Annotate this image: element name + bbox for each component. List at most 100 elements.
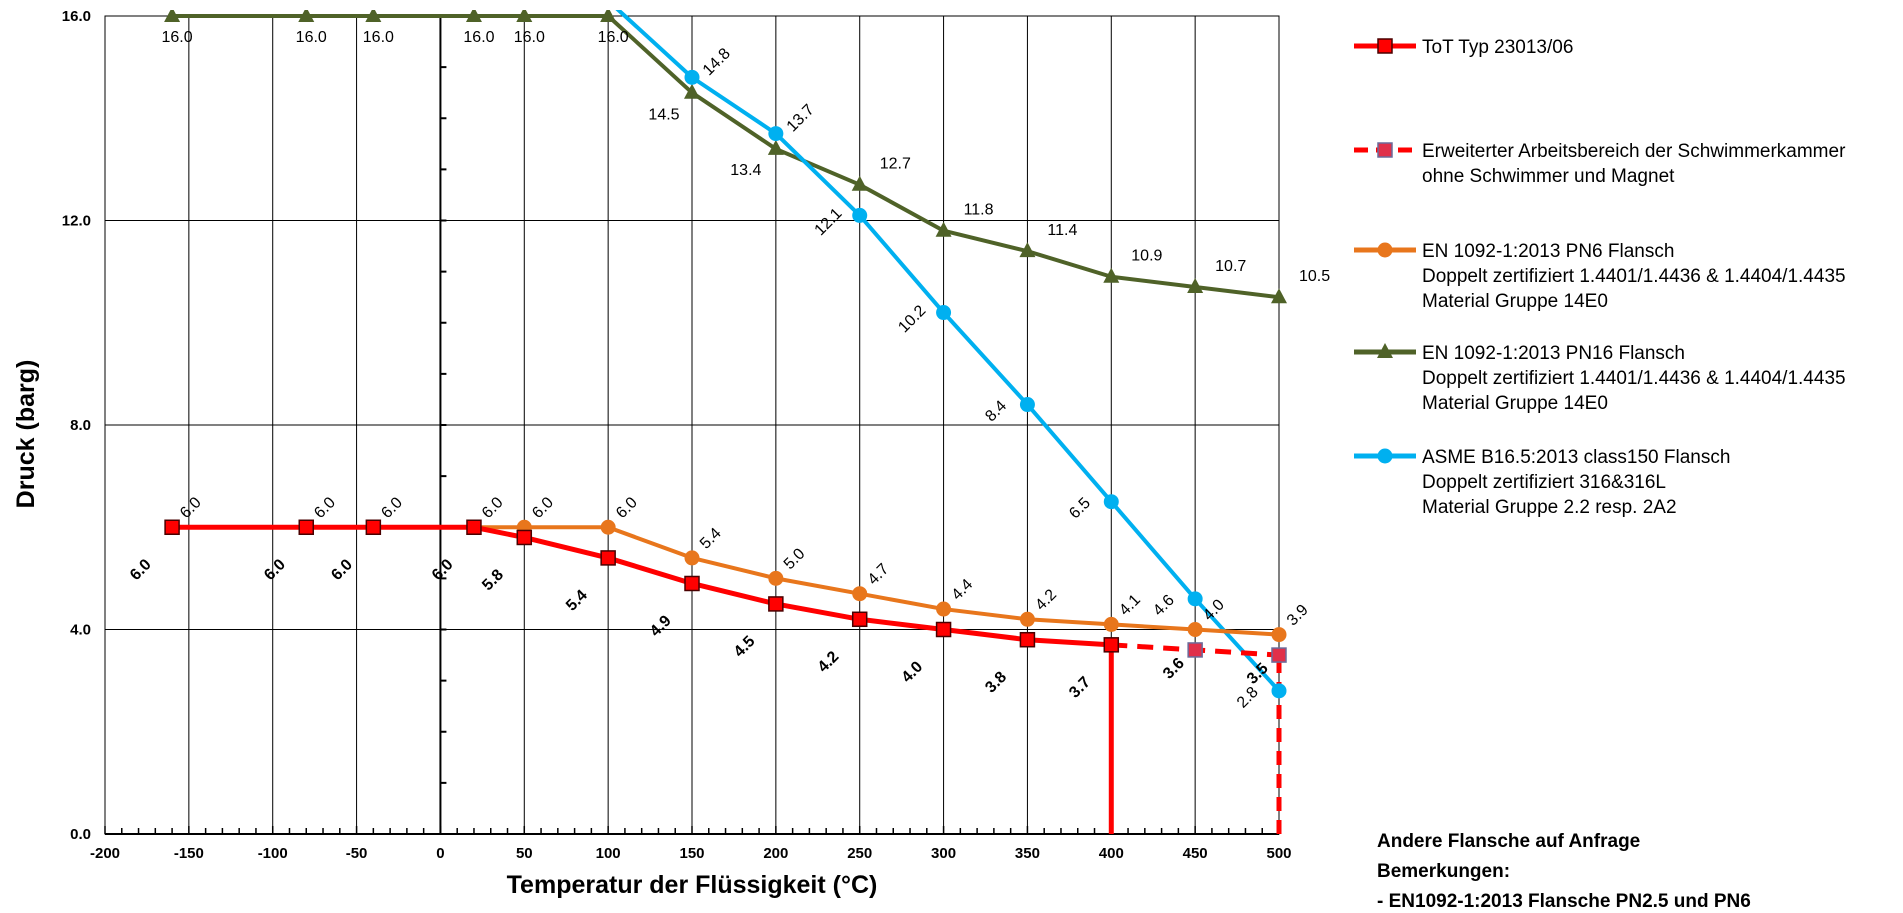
data-marker <box>600 10 617 22</box>
series-0 <box>164 519 1120 653</box>
data-marker <box>1019 397 1035 413</box>
data-marker <box>1187 622 1203 637</box>
data-label: 2.8 <box>1234 684 1262 712</box>
data-marker <box>1377 343 1393 358</box>
data-label: 3.5 <box>1244 660 1272 688</box>
data-label: 10.5 <box>1299 268 1330 285</box>
data-label: 3.9 <box>1284 601 1312 629</box>
data-marker <box>466 519 482 535</box>
legend-label: Material Gruppe 14E0 <box>1422 291 1608 312</box>
data-marker <box>1271 647 1287 663</box>
data-label: 6.0 <box>127 556 155 584</box>
data-marker <box>1019 242 1036 258</box>
legend-label: ASME B16.5:2013 class150 Flansch <box>1422 447 1730 468</box>
data-marker <box>1377 448 1393 464</box>
data-marker <box>768 596 784 612</box>
data-marker <box>852 586 868 602</box>
legend-label: Doppelt zertifiziert 1.4401/1.4436 & 1.4… <box>1422 368 1846 389</box>
data-marker <box>516 529 533 546</box>
data-label: 5.4 <box>697 525 725 553</box>
data-label: 4.0 <box>899 658 927 686</box>
data-labels-group: 6.0 6.0 6.0 6.0 5.8 5.4 4.9 4.5 4.2 4.0 3.8 3.7 3.6 3… <box>127 29 1330 712</box>
legend-entry: EN 1092-1:2013 PN6 Flansch Doppelt zertif… <box>1354 241 1846 312</box>
data-marker <box>935 621 952 638</box>
data-label: 16.0 <box>598 29 629 46</box>
data-label: 5.8 <box>479 566 507 594</box>
x-tick-label: 0 <box>436 845 444 862</box>
note-remarks: Bemerkungen: <box>1377 861 1511 882</box>
data-marker <box>1103 616 1119 632</box>
data-marker <box>684 575 700 592</box>
x-tick-label: 100 <box>596 845 621 862</box>
data-marker <box>1271 683 1287 699</box>
data-marker <box>1377 38 1393 54</box>
x-tick-label: 50 <box>516 845 533 862</box>
data-marker <box>1187 591 1203 607</box>
y-tick-label: 16.0 <box>62 8 91 25</box>
data-marker <box>1103 637 1120 653</box>
data-label: 10.7 <box>1215 258 1246 275</box>
data-label: 11.8 <box>964 202 994 219</box>
x-tick-label: 300 <box>931 845 956 862</box>
data-label: 3.8 <box>982 669 1010 697</box>
data-marker <box>851 611 868 628</box>
legend-entry: Erweiterter Arbeitsbereich der Schwimmer… <box>1354 141 1846 187</box>
data-label: 6.5 <box>1066 495 1094 523</box>
legend-label: Erweiterter Arbeitsbereich der Schwimmer… <box>1422 141 1846 162</box>
data-label: 12.1 <box>812 205 846 239</box>
data-label: 11.4 <box>1047 222 1077 239</box>
series-1 <box>1111 642 1287 663</box>
data-marker <box>684 550 700 566</box>
x-tick-label: 400 <box>1099 845 1124 862</box>
note-other-flanges: Andere Flansche auf Anfrage <box>1377 831 1641 852</box>
data-label: 6.0 <box>328 556 356 584</box>
x-tick-label: -50 <box>346 845 368 862</box>
series-group <box>164 10 1287 834</box>
legend-label: Material Gruppe 14E0 <box>1422 393 1608 414</box>
note-remark-item: - EN1092-1:2013 Flansche PN2.5 und PN6 <box>1377 891 1751 912</box>
data-marker <box>365 519 382 535</box>
data-marker <box>684 83 700 99</box>
legend: ToT Typ 23013/06 Erweiterter Arbeitsberei… <box>1354 37 1846 518</box>
legend-entry: ASME B16.5:2013 class150 Flansch Doppelt … <box>1354 447 1730 518</box>
data-label: 14.5 <box>648 107 679 124</box>
series-line <box>172 14 1280 300</box>
legend-label: EN 1092-1:2013 PN6 Flansch <box>1422 241 1674 262</box>
legend-label: EN 1092-1:2013 PN16 Flansch <box>1422 343 1685 364</box>
data-label: 6.0 <box>529 494 557 522</box>
data-label: 16.0 <box>296 29 327 46</box>
data-label: 4.5 <box>731 633 759 661</box>
data-label: 3.6 <box>1160 655 1188 683</box>
data-marker <box>936 601 952 617</box>
y-tick-label: 8.0 <box>70 417 91 434</box>
data-marker <box>851 175 868 191</box>
axes <box>104 15 1280 835</box>
data-marker <box>1377 142 1393 158</box>
data-label: 4.0 <box>1200 596 1228 624</box>
data-label: 6.0 <box>479 494 507 522</box>
data-marker <box>1271 288 1287 304</box>
data-label: 6.0 <box>378 494 406 522</box>
x-tick-label: -200 <box>90 845 120 862</box>
data-label: 10.9 <box>1131 248 1162 265</box>
data-label: 13.4 <box>730 162 761 179</box>
data-label: 6.0 <box>177 494 205 522</box>
data-marker <box>768 570 784 586</box>
series-line <box>172 524 1112 648</box>
data-label: 3.7 <box>1066 674 1094 702</box>
data-label: 4.9 <box>647 612 675 640</box>
data-marker <box>516 10 533 22</box>
x-tick-label: 150 <box>679 845 704 862</box>
x-tick-label: 200 <box>763 845 788 862</box>
data-marker <box>1103 267 1120 283</box>
data-label: 16.0 <box>514 29 545 46</box>
data-marker <box>768 126 784 142</box>
data-label: 4.2 <box>1032 586 1060 614</box>
grid-lines <box>104 15 1280 835</box>
data-marker <box>1019 631 1036 648</box>
data-marker <box>1187 277 1204 293</box>
data-marker <box>298 10 315 22</box>
data-marker <box>767 139 784 155</box>
data-label: 14.8 <box>700 45 734 79</box>
